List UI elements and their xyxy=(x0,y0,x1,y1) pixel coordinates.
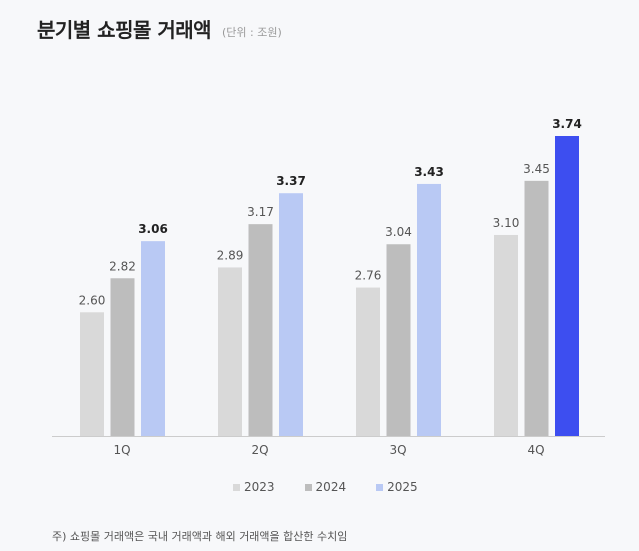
legend-swatch xyxy=(376,483,384,491)
data-label: 3.74 xyxy=(552,117,582,131)
data-label: 2.82 xyxy=(109,259,136,273)
legend-item-2024: 2024 xyxy=(304,480,347,494)
chart-title: 분기별 쇼핑몰 거래액 xyxy=(37,18,212,42)
bar-2023-3Q xyxy=(356,287,380,436)
bar-2023-2Q xyxy=(218,267,242,436)
legend-label: 2023 xyxy=(244,480,275,494)
legend-label: 2025 xyxy=(387,480,418,494)
data-label: 3.06 xyxy=(138,222,168,236)
bar-2024-2Q xyxy=(248,224,273,436)
legend-item-2023: 2023 xyxy=(233,480,275,494)
bar-2025-3Q xyxy=(417,183,441,436)
data-label: 3.10 xyxy=(493,216,520,230)
legend-swatch xyxy=(233,483,240,491)
data-label: 3.17 xyxy=(247,205,274,219)
bar-2025-2Q xyxy=(279,193,303,436)
data-label: 2.76 xyxy=(355,269,382,283)
x-tick-label: 3Q xyxy=(389,443,406,457)
legend-label: 2024 xyxy=(315,480,347,494)
data-label: 2.60 xyxy=(79,293,106,307)
bar-2025-4Q xyxy=(555,136,579,436)
data-label: 2.89 xyxy=(217,248,244,262)
bar-2024-4Q xyxy=(524,180,549,436)
data-label: 3.45 xyxy=(523,162,550,176)
footnote: 주) 쇼핑몰 거래액은 국내 거래액과 해외 거래액을 합산한 수치임 xyxy=(52,530,348,543)
bar-2023-1Q xyxy=(80,312,104,436)
legend-swatch xyxy=(304,483,312,491)
data-label: 3.43 xyxy=(414,165,444,179)
unit-label: (단위 : 조원) xyxy=(222,26,282,39)
data-label: 3.37 xyxy=(276,174,306,188)
bar-2025-1Q xyxy=(141,241,165,436)
x-tick-label: 4Q xyxy=(527,443,544,457)
x-tick-label: 2Q xyxy=(251,443,268,457)
legend-item-2025: 2025 xyxy=(376,480,418,494)
x-tick-label: 1Q xyxy=(113,443,130,457)
bar-2023-4Q xyxy=(494,234,518,436)
legend: 2023 2024 2025 xyxy=(233,480,418,494)
bar-2024-1Q xyxy=(110,278,135,436)
data-label: 3.04 xyxy=(385,225,412,239)
bar-2024-3Q xyxy=(386,244,411,436)
